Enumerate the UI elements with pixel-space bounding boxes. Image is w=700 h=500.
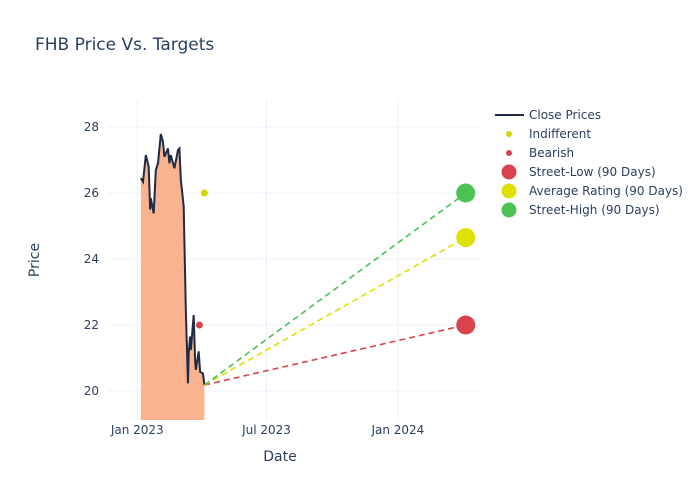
y-tick-label: 22: [84, 318, 99, 332]
legend-swatch-rating: [506, 131, 512, 137]
x-tick-label: Jan 2024: [370, 423, 424, 437]
close-price-area: [140, 133, 205, 421]
target-dashed-line: [203, 192, 467, 386]
x-tick-label: Jan 2023: [110, 423, 164, 437]
legend-label: Bearish: [529, 146, 574, 160]
y-tick-label: 24: [84, 252, 99, 266]
y-tick-label: 28: [84, 120, 99, 134]
axes: Jan 2023 Jul 2023 Jan 2024 20 22 24 26 28: [84, 120, 425, 437]
close-price-line: [139, 133, 206, 386]
x-axis-label: Date: [263, 449, 296, 465]
legend-label: Street-High (90 Days): [529, 203, 660, 217]
target-dashed-line: [203, 236, 467, 386]
legend-label: Indifferent: [529, 127, 591, 141]
target-marker: [456, 315, 476, 335]
plot-area: [139, 133, 476, 421]
rating-point-indifferent: [200, 189, 208, 197]
legend-swatch-rating: [506, 150, 512, 156]
legend-label: Close Prices: [529, 108, 601, 122]
legend-swatch-target: [501, 202, 517, 218]
y-tick-label: 20: [84, 384, 99, 398]
legend-label: Street-Low (90 Days): [529, 165, 656, 179]
y-axis-label: Price: [27, 243, 43, 277]
target-marker: [456, 228, 476, 248]
legend-label: Average Rating (90 Days): [529, 184, 683, 198]
y-tick-label: 26: [84, 186, 99, 200]
legend: Close Prices Indifferent Bearish Street-Low…: [495, 108, 683, 218]
x-tick-label: Jul 2023: [241, 423, 291, 437]
rating-point-bearish: [195, 321, 203, 329]
target-dashed-line: [204, 324, 466, 386]
target-marker: [456, 183, 476, 203]
legend-swatch-target: [501, 183, 517, 199]
legend-swatch-target: [501, 164, 517, 180]
chart-title: FHB Price Vs. Targets: [35, 35, 214, 55]
